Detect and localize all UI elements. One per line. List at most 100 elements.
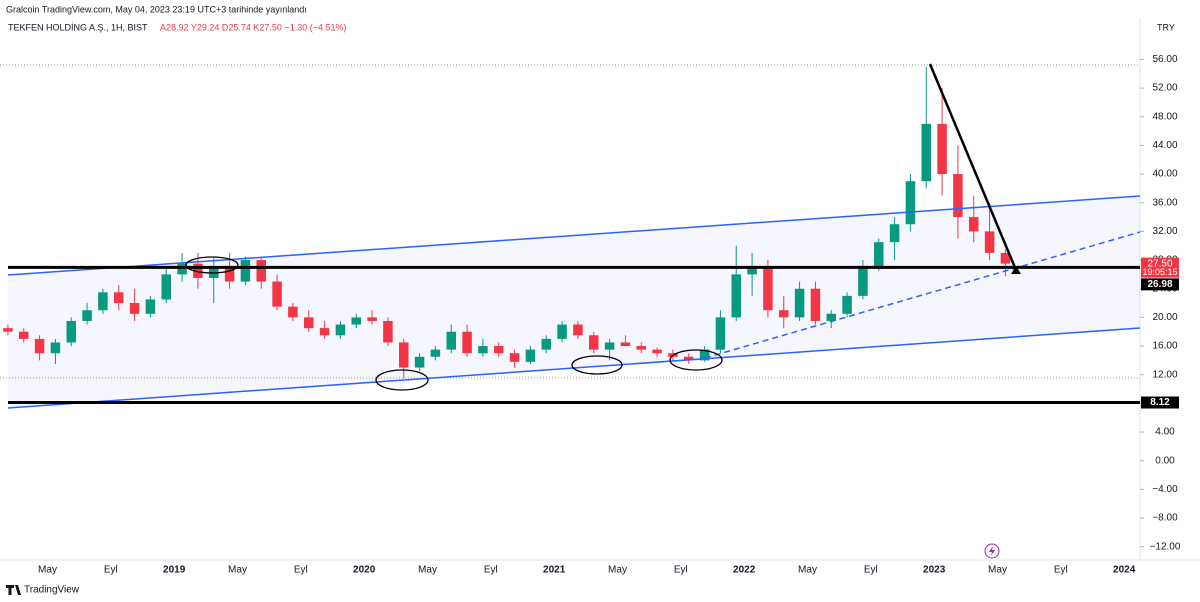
x-tick-label: May: [418, 565, 437, 576]
candle-body: [240, 260, 251, 282]
candle-body: [889, 224, 900, 243]
x-tick-label: May: [988, 565, 1007, 576]
candle-body: [779, 310, 789, 318]
x-tick-label: May: [608, 565, 627, 576]
candle-body: [826, 313, 836, 321]
candle-body: [984, 231, 995, 253]
candle-body: [858, 267, 868, 296]
x-tick-label: 2023: [923, 565, 946, 576]
candle-body: [874, 242, 884, 268]
candle-body: [937, 123, 947, 175]
candle-body: [224, 267, 235, 282]
candle-body: [430, 349, 441, 357]
candle-body: [699, 349, 710, 361]
y-tick-label: 0.00: [1155, 455, 1175, 466]
ellipse: [571, 355, 623, 375]
candle-body: [399, 342, 409, 368]
down-trend: [928, 63, 1018, 271]
candle-body: [367, 317, 377, 321]
x-tick-label: Eyl: [674, 565, 688, 576]
candle-body: [842, 295, 852, 314]
y-tick-label: −4.00: [1152, 484, 1178, 495]
event-icon: [989, 546, 995, 556]
x-tick-label: Eyl: [1054, 565, 1068, 576]
y-tick-label: −12.00: [1150, 541, 1181, 552]
candle-body: [541, 338, 551, 350]
x-tick-label: 2024: [1113, 565, 1136, 576]
dashed-trend: [704, 231, 1141, 359]
candle-body: [114, 292, 124, 304]
candle-body: [478, 346, 488, 354]
candle-body: [335, 324, 346, 336]
x-tick-label: 2022: [733, 565, 756, 576]
candle-body: [446, 331, 456, 350]
candle-body: [494, 346, 504, 354]
candle-body: [50, 342, 61, 354]
y-tick-label: 16.00: [1152, 341, 1177, 352]
candle-body: [969, 217, 979, 232]
y-tick-label: 32.00: [1152, 226, 1177, 237]
last-price-label: 27.50: [1147, 258, 1172, 269]
candle-body: [810, 288, 821, 321]
ellipse: [185, 256, 239, 274]
y-tick-label: 44.00: [1152, 140, 1177, 151]
candle-body: [288, 306, 298, 318]
candle-body: [66, 320, 76, 343]
candle-body: [684, 356, 694, 361]
candle-body: [98, 292, 108, 311]
candle-body: [747, 267, 757, 275]
candle-body: [763, 267, 773, 311]
price-label-box: [1141, 278, 1179, 291]
candle-body: [620, 342, 631, 347]
candle-body: [905, 181, 916, 225]
candle-body: [794, 288, 805, 318]
x-tick-label: Eyl: [864, 565, 878, 576]
countdown: 19:05:15: [1142, 267, 1177, 277]
y-tick-label: 4.00: [1155, 427, 1175, 438]
footer: TradingView: [24, 585, 80, 596]
candle-body: [304, 317, 314, 329]
x-tick-label: May: [38, 565, 57, 576]
candle-body: [652, 349, 662, 354]
candle-body: [604, 342, 615, 350]
candle-body: [525, 349, 536, 362]
candle-body: [573, 324, 583, 336]
price-label: 8.12: [1150, 397, 1170, 408]
currency: TRY: [1157, 22, 1175, 32]
candle-body: [161, 274, 171, 300]
candle-body: [19, 331, 29, 339]
x-tick-label: Eyl: [104, 565, 118, 576]
candle-body: [509, 353, 520, 362]
candle-body: [34, 338, 45, 354]
y-tick-label: 40.00: [1152, 169, 1177, 180]
symbol: TEKFEN HOLDİNG A.Ş., 1H, BIST: [8, 22, 148, 32]
y-tick-label: 12.00: [1152, 369, 1177, 380]
candle-body: [3, 328, 13, 332]
candle-body: [589, 335, 599, 350]
y-tick-label: 56.00: [1152, 54, 1177, 65]
event-icon[interactable]: [984, 543, 1000, 559]
y-tick-label: 48.00: [1152, 111, 1177, 122]
candle-body: [193, 263, 203, 278]
ellipse: [669, 349, 723, 371]
candle-body: [557, 324, 567, 339]
candle-body: [129, 303, 140, 314]
candle-body: [921, 123, 931, 182]
candle-body: [272, 281, 282, 307]
candle-body: [1000, 252, 1011, 264]
last-price-box: [1141, 257, 1179, 278]
candle-body: [414, 356, 425, 368]
ellipse: [375, 369, 429, 391]
y-tick-label: 52.00: [1152, 83, 1177, 94]
y-tick-label: −8.00: [1152, 513, 1178, 524]
price-label: 26.98: [1147, 279, 1172, 290]
candle-body: [383, 320, 393, 343]
logo: [6, 585, 21, 595]
candle-body: [715, 317, 726, 350]
x-tick-label: May: [798, 565, 817, 576]
x-tick-label: Eyl: [484, 565, 498, 576]
ohlc: A28.92 Y29.24 D25.74 K27.50 −1.30 (−4.51…: [160, 22, 346, 32]
channel-line: [7, 195, 1141, 276]
